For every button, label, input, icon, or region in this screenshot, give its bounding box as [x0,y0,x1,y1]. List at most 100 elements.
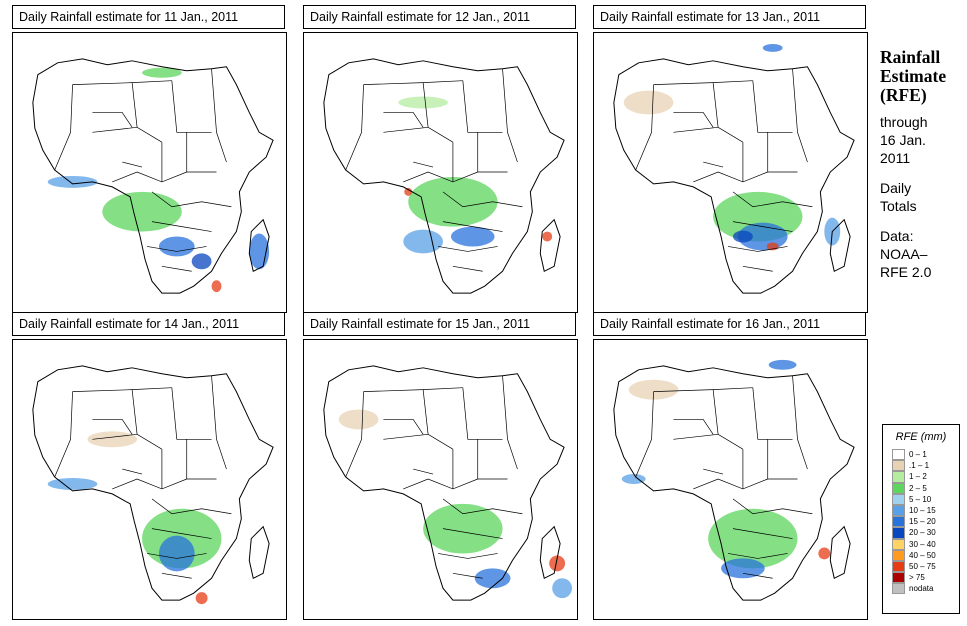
legend-label: 50 – 75 [909,561,936,571]
country-border [151,191,232,208]
rainfall-area [721,558,765,579]
africa-coastline [32,58,274,294]
country-border [437,246,498,252]
legend-label: 30 – 40 [909,539,936,549]
rainfall-area [47,175,98,188]
country-border [383,433,429,440]
legend-swatch [892,549,905,561]
rainfall-area [158,236,195,257]
country-border [732,191,813,208]
map-area [593,339,868,620]
legend-label: .1 – 1 [909,461,930,471]
country-border [146,246,207,252]
africa-coastline [323,365,565,601]
rainfall-area [768,359,797,370]
country-border [792,68,808,163]
map-panel-jan-14: Daily Rainfall estimate for 14 Jan., 201… [12,312,287,620]
rainfall-area [142,67,182,78]
legend-label: > 75 [909,573,925,583]
country-border [122,468,143,475]
rainfall-area [549,555,566,572]
africa-coastline [323,58,565,294]
country-border [502,375,518,470]
rainfall-area [87,431,138,448]
legend-swatch [892,449,905,461]
rainfall-area [732,230,753,243]
africa-map [613,359,855,601]
panel-title: Daily Rainfall estimate for 16 Jan., 201… [593,312,866,336]
country-border [413,468,434,475]
madagascar-outline [539,525,561,580]
country-border [653,387,753,392]
country-border [752,387,793,440]
country-border [442,498,523,515]
country-border [727,553,788,559]
country-border [462,80,503,133]
africa-map [32,365,274,605]
source-line-1: NOAA– [880,246,928,262]
madagascar-outline [248,218,270,273]
country-border [383,419,424,435]
country-border [442,528,503,539]
country-border [693,478,798,490]
africa-map [323,365,573,601]
legend-swatch [892,460,905,472]
country-border [363,387,463,392]
madagascar-outline [829,525,851,580]
country-border [703,161,724,168]
legend-row: nodata [883,583,959,595]
country-border [732,528,793,539]
country-border [673,112,714,128]
country-border [792,375,808,470]
rainfall-area [542,231,553,242]
country-border [422,82,454,143]
country-border [383,112,424,128]
country-border [752,80,793,133]
legend-label: nodata [909,584,934,594]
legend-row: 20 – 30 [883,527,959,539]
madagascar-outline [248,525,270,580]
date-line-1: 16 Jan. [880,132,926,148]
country-border [442,191,523,208]
legend-row: 30 – 40 [883,538,959,550]
legend-swatch [892,516,905,528]
country-border [146,553,207,559]
legend-row: 40 – 50 [883,549,959,561]
legend-row: 5 – 10 [883,493,959,505]
country-border [151,528,212,539]
country-border [673,433,719,440]
rainfall-area [47,478,98,490]
rainfall-area [404,187,413,196]
country-border [712,389,744,450]
country-border [732,498,813,515]
country-border [161,265,192,272]
country-border [727,246,788,252]
data-label: Data: [880,228,914,244]
rainfall-area [408,176,498,227]
panel-title: Daily Rainfall estimate for 11 Jan., 201… [12,5,285,29]
country-border [413,161,434,168]
country-border [452,572,483,579]
country-border [92,433,138,440]
map-panel-jan-12: Daily Rainfall estimate for 12 Jan., 201… [303,5,578,313]
country-border [742,572,773,579]
country-border [437,553,498,559]
map-panel-jan-11: Daily Rainfall estimate for 11 Jan., 201… [12,5,287,313]
legend-title: RFE (mm) [895,431,947,443]
rainfall-area [423,503,503,554]
country-border [72,387,172,392]
legend-row: 50 – 75 [883,560,959,573]
country-border [151,221,212,232]
country-border [462,387,503,440]
country-border [383,126,429,133]
legend-swatch [892,572,905,584]
country-border [131,389,163,450]
country-border [703,468,724,475]
panel-title: Daily Rainfall estimate for 13 Jan., 201… [593,5,866,29]
map-panel-jan-15: Daily Rainfall estimate for 15 Jan., 201… [303,312,578,620]
country-border [122,161,143,168]
country-border [131,82,163,143]
country-border [112,478,217,490]
map-area [593,32,868,313]
legend-row: 2 – 5 [883,482,959,494]
